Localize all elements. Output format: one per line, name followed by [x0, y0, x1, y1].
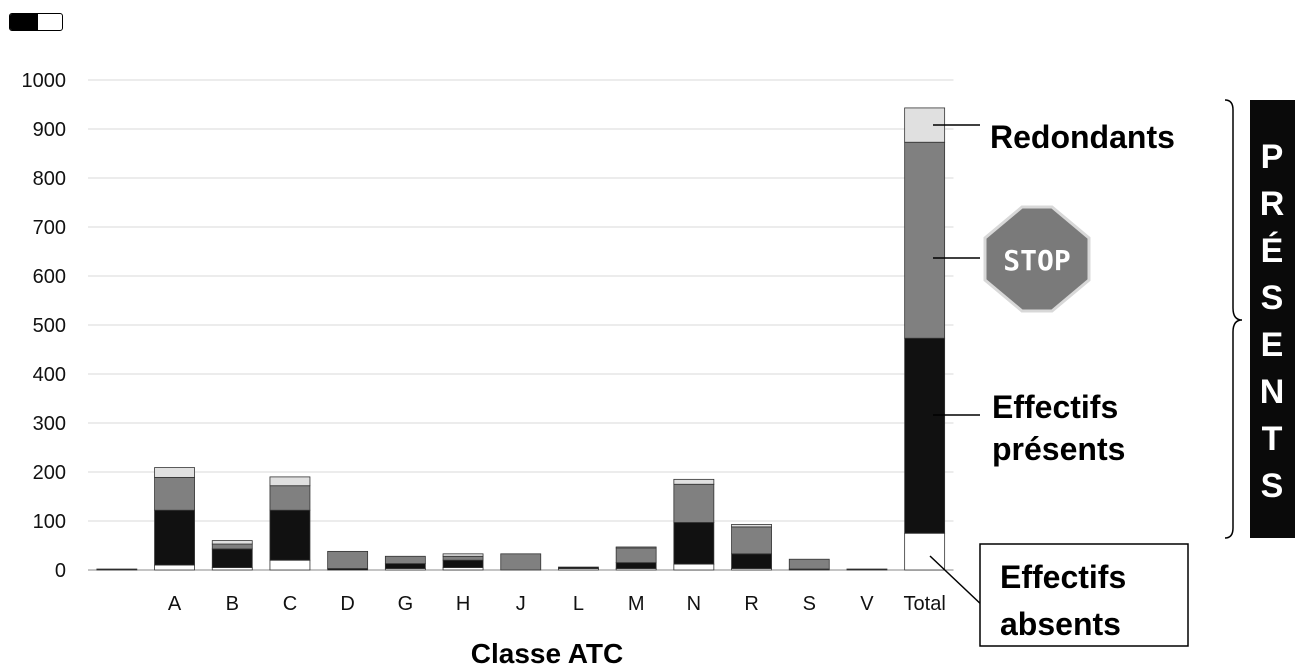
y-tick-label: 900: [33, 119, 66, 141]
x-tick-label: R: [744, 593, 758, 615]
presents-letter: É: [1261, 232, 1284, 270]
toggle-switch[interactable]: [9, 13, 63, 31]
bar-segment: [788, 558, 830, 570]
bar-segment: [558, 566, 599, 569]
presents-bracket: [1224, 99, 1243, 539]
x-tick-label: B: [226, 593, 239, 615]
y-tick-label: 700: [33, 217, 66, 239]
x-axis-label: Classe ATC: [471, 638, 624, 667]
bar-segment: [615, 546, 657, 549]
bar-segment: [615, 547, 657, 564]
bar-segment: [846, 568, 888, 571]
presents-letter: N: [1260, 373, 1285, 411]
presents-vertical-banner: [1250, 100, 1295, 538]
x-tick-label: V: [860, 593, 874, 615]
bar-segment: [731, 524, 772, 528]
presents-letter: R: [1260, 185, 1285, 223]
x-tick-label: H: [456, 593, 470, 615]
bar-segment: [154, 467, 195, 478]
effectifs-absents-annotation-line1: Effectifs: [1000, 559, 1126, 595]
bar-segment: [269, 559, 311, 571]
presents-letter: T: [1262, 420, 1283, 458]
x-tick-label: J: [516, 593, 526, 615]
x-tick-label: Total: [904, 593, 946, 615]
presents-letter: S: [1261, 467, 1284, 505]
x-tick-label: S: [803, 593, 816, 615]
effectifs-presents-annotation-line1: Effectifs: [992, 389, 1118, 425]
y-tick-label: 200: [33, 462, 66, 484]
bar-segment: [904, 107, 946, 143]
y-tick-label: 500: [33, 315, 66, 337]
presents-letter: E: [1261, 326, 1284, 364]
bar-segment: [904, 141, 946, 339]
x-tick-label: G: [398, 593, 414, 615]
x-tick-label: L: [573, 593, 584, 615]
bar-segment: [269, 509, 311, 561]
bar-segment: [673, 563, 715, 571]
bar-segment: [211, 543, 253, 550]
y-tick-label: 0: [55, 560, 66, 582]
y-tick-label: 800: [33, 168, 66, 190]
y-tick-label: 600: [33, 266, 66, 288]
bar-segment: [327, 550, 369, 569]
bar-segment: [442, 553, 484, 557]
bar-segment: [269, 476, 311, 487]
effectifs-presents-annotation-line2: présents: [992, 431, 1125, 467]
bar-segment: [500, 553, 542, 571]
x-tick-label: N: [687, 593, 701, 615]
bar-segment: [673, 522, 715, 565]
bar-segment: [384, 555, 426, 565]
bar-segment: [731, 526, 772, 555]
grid-lines: [88, 79, 954, 571]
bar-segment: [96, 568, 138, 571]
x-tick-label: M: [628, 593, 645, 615]
bar-segment: [442, 555, 484, 561]
y-tick-label: 1000: [22, 70, 67, 92]
bar-segment: [673, 483, 715, 523]
y-axis-ticks: 0 100 200 300 400 500 600 700 800 900 1000: [22, 70, 67, 582]
x-tick-label: C: [283, 593, 297, 615]
bar-segment: [269, 485, 311, 511]
y-tick-label: 400: [33, 364, 66, 386]
x-tick-label: A: [168, 593, 182, 615]
bar-segment: [211, 548, 253, 568]
effectifs-absents-leader-line: [929, 555, 986, 609]
bar-segment: [154, 564, 195, 571]
bar-segment: [904, 337, 946, 534]
presents-letter: S: [1261, 279, 1284, 317]
effectifs-absents-annotation-line2: absents: [1000, 606, 1121, 642]
bar-segment: [211, 540, 253, 545]
bars: [96, 107, 946, 571]
presents-letter: P: [1261, 138, 1284, 176]
y-tick-label: 100: [33, 511, 66, 533]
x-axis-ticks: A B C D G H J L M N R S V Total: [168, 593, 946, 615]
bar-segment: [442, 559, 484, 568]
bar-segment: [615, 562, 657, 569]
bar-segment: [731, 553, 772, 569]
bar-segment: [384, 563, 426, 569]
x-tick-label: D: [340, 593, 354, 615]
effectifs-absents-box: [979, 543, 1189, 647]
toggle-knob[interactable]: [10, 14, 38, 30]
stop-sign-text: STOP: [1003, 244, 1070, 277]
bar-segment: [154, 476, 195, 511]
redondants-annotation: Redondants: [990, 119, 1175, 155]
y-tick-label: 300: [33, 413, 66, 435]
bar-segment: [673, 478, 715, 485]
stop-sign-icon: STOP: [983, 205, 1091, 313]
bar-segment: [154, 509, 195, 566]
